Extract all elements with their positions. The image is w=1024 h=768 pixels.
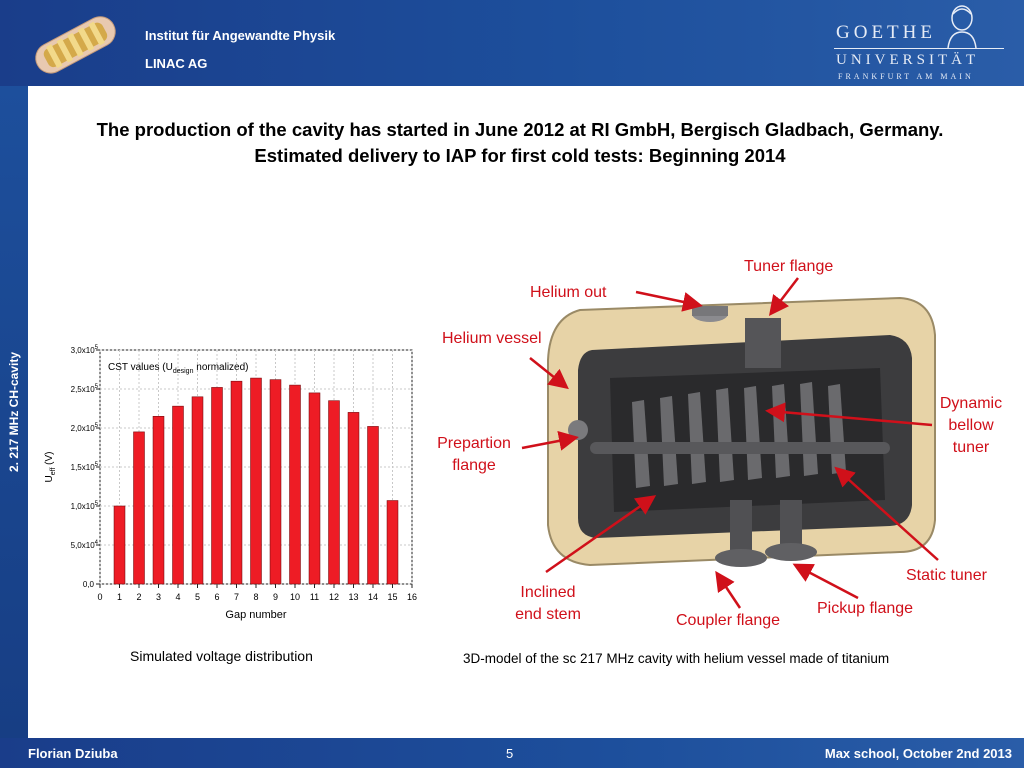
- label-dynamic-line-2: bellow: [948, 417, 994, 434]
- footer-author: Florian Dziuba: [28, 746, 118, 761]
- goethe-portrait-icon: [947, 5, 977, 48]
- x-tick-label: 2: [136, 592, 141, 602]
- page-number: 5: [506, 746, 514, 761]
- x-tick-label: 11: [310, 592, 319, 602]
- x-tick-label: 10: [290, 592, 300, 602]
- label-tuner-flange: Tuner flange: [744, 258, 834, 275]
- chart-bar: [250, 377, 262, 585]
- chart-bar: [347, 412, 360, 585]
- label-dynamic-line-3: tuner: [952, 439, 990, 456]
- model-caption: 3D-model of the sc 217 MHz cavity with h…: [463, 651, 890, 666]
- university-divider: [834, 48, 1004, 49]
- cavity-logo-image: [22, 6, 128, 82]
- x-tick-label: 12: [329, 592, 339, 602]
- x-tick-label: 8: [253, 592, 258, 602]
- institute-name: Institut für Angewandte Physik: [145, 28, 336, 43]
- label-coupler-flange: Coupler flange: [676, 612, 781, 629]
- y-tick-label: 1,0x105: [71, 501, 99, 511]
- chart-bar: [367, 426, 379, 585]
- x-tick-label: 14: [368, 592, 378, 602]
- header-bar: Institut für Angewandte Physik LINAC AG …: [0, 0, 1024, 86]
- cavity-3d-model-image: [540, 290, 940, 580]
- chart-caption: Simulated voltage distribution: [130, 648, 313, 664]
- chart-bar: [308, 392, 321, 585]
- label-dynamic-line-1: Dynamic: [939, 395, 1003, 412]
- label-inclined-line-2: end stem: [515, 606, 581, 623]
- x-tick-label: 7: [234, 592, 239, 602]
- footer-bar: Florian Dziuba 5 Max school, October 2nd…: [0, 738, 1024, 768]
- chart-bar: [230, 380, 243, 585]
- x-axis-label: Gap number: [225, 609, 286, 621]
- x-tick-label: 4: [175, 592, 180, 602]
- label-pickup-flange: Pickup flange: [817, 600, 914, 617]
- university-word: UNIVERSITÄT: [836, 52, 980, 68]
- chart-bar: [328, 400, 340, 585]
- label-prepartion-flange: Prepartion flange: [424, 433, 524, 477]
- university-city: FRANKFURT AM MAIN: [838, 72, 974, 81]
- x-tick-label: 9: [273, 592, 278, 602]
- left-sidebar: [0, 86, 28, 738]
- chart-legend: CST values (Udesign normalized): [108, 362, 249, 375]
- x-tick-label: 15: [387, 592, 397, 602]
- y-axis-label: Ueff (V): [44, 452, 57, 483]
- label-helium-vessel: Helium vessel: [442, 330, 542, 347]
- slide-title: The production of the cavity has started…: [40, 117, 1000, 169]
- y-tick-label: 2,5x105: [71, 384, 99, 394]
- section-label: 2. 217 MHz CH-cavity: [7, 351, 21, 473]
- x-tick-label: 13: [348, 592, 358, 602]
- chart-bar: [113, 505, 126, 585]
- bar-layer: [113, 377, 399, 585]
- x-tick-label: 5: [195, 592, 200, 602]
- y-tick-label: 3,0x105: [71, 345, 99, 355]
- x-tick-label: 1: [117, 592, 122, 602]
- group-name: LINAC AG: [145, 56, 208, 71]
- y-tick-label: 1,5x105: [71, 462, 99, 472]
- label-static-tuner: Static tuner: [906, 567, 987, 584]
- label-prepartion-line-1: Prepartion: [437, 435, 511, 452]
- footer-event: Max school, October 2nd 2013: [824, 746, 1012, 761]
- x-tick-label: 0: [97, 592, 102, 602]
- y-tick-label: 2,0x105: [71, 423, 99, 433]
- voltage-distribution-chart: 0 1 2 3 4 5 6 7 8 9 10 11 12 13 14 15 16 0,0 5,0x104 1,0x10…: [38, 342, 428, 630]
- chart-bar: [386, 500, 399, 585]
- label-inclined-line-1: Inclined: [520, 584, 576, 601]
- y-tick-label: 5,0x104: [71, 540, 99, 550]
- chart-bar: [289, 384, 301, 585]
- x-tick-label: 6: [214, 592, 219, 602]
- x-tick-label: 16: [407, 592, 417, 602]
- university-logo: GOETHE UNIVERSITÄT FRANKFURT AM MAIN: [826, 0, 1024, 86]
- chart-bar: [152, 416, 165, 585]
- chart-bar: [172, 405, 184, 585]
- y-tick-label: 0,0: [83, 580, 95, 589]
- title-line-2: Estimated delivery to IAP for first cold…: [254, 145, 786, 166]
- title-line-1: The production of the cavity has started…: [96, 119, 944, 140]
- chart-bar: [269, 379, 282, 585]
- chart-bar: [191, 396, 204, 585]
- tick-layer: 0 1 2 3 4 5 6 7 8 9 10 11 12 13 14 15 160,05,0x1041,0x10…: [71, 345, 417, 602]
- chart-bar: [211, 387, 223, 585]
- chart-svg: 0 1 2 3 4 5 6 7 8 9 10 11 12 13 14 15 160,05,0x1041,0x10…: [44, 345, 417, 621]
- chart-bar: [133, 431, 145, 585]
- label-dynamic-bellow-tuner: Dynamic bellow tuner: [928, 393, 1014, 459]
- x-tick-label: 3: [156, 592, 161, 602]
- label-prepartion-line-2: flange: [452, 457, 496, 474]
- label-inclined-end-stem: Inclined end stem: [500, 582, 596, 626]
- label-helium-out: Helium out: [530, 284, 607, 301]
- university-name: GOETHE: [836, 22, 936, 43]
